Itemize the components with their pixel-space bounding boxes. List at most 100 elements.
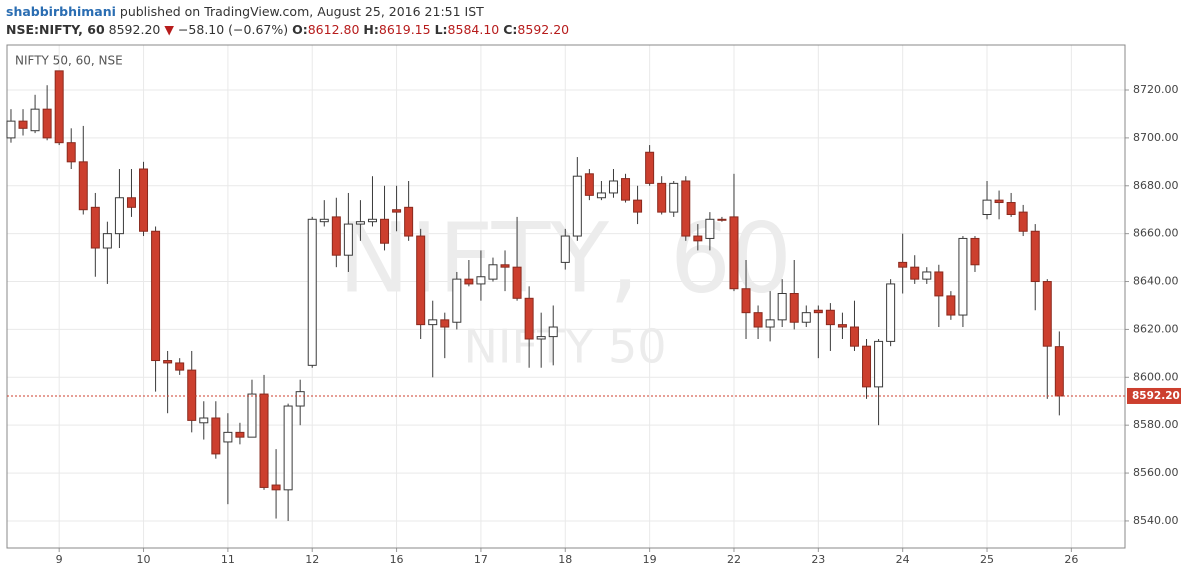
x-tick-label: 12 — [305, 553, 319, 566]
candle-body — [705, 218, 715, 239]
candle-body — [126, 197, 136, 208]
candle-body — [428, 319, 438, 326]
x-tick-label: 22 — [727, 553, 741, 566]
author[interactable]: shabbirbhimani — [6, 4, 116, 19]
candle-body — [922, 271, 932, 280]
candle-body — [500, 264, 510, 268]
change: −58.10 (−0.67%) — [178, 22, 288, 37]
candle-body — [404, 206, 414, 237]
l-label: L: — [435, 22, 448, 37]
l: 8584.10 — [448, 22, 500, 37]
candle-body — [476, 276, 486, 285]
candle-body — [898, 261, 908, 268]
candle-body — [343, 223, 353, 256]
candle-body — [211, 417, 221, 455]
candle-body — [970, 237, 980, 266]
candle-body — [536, 336, 546, 340]
x-tick-label: 10 — [137, 553, 151, 566]
candle-body — [416, 235, 426, 326]
x-tick-label: 9 — [56, 553, 63, 566]
symbol: NSE:NIFTY, 60 — [6, 22, 105, 37]
candle-body — [560, 235, 570, 263]
candle-body — [572, 175, 582, 237]
y-tick-label: 8560.00 — [1133, 466, 1179, 479]
candle-body — [1054, 346, 1064, 397]
candle-body — [1018, 211, 1028, 232]
candle-body — [1030, 230, 1040, 283]
candle-body — [934, 271, 944, 297]
y-tick-label: 8540.00 — [1133, 514, 1179, 527]
last-price-label: 8592.20 — [1132, 390, 1180, 402]
candle-body — [994, 199, 1004, 204]
candle-body — [199, 417, 209, 424]
candle-body — [307, 218, 317, 366]
candle-body — [862, 345, 872, 388]
candle-body — [512, 266, 522, 299]
candle-body — [163, 360, 173, 364]
candle-body — [849, 326, 859, 347]
candle-body — [102, 233, 112, 249]
candle-body — [30, 108, 40, 132]
candle-body — [633, 199, 643, 213]
y-tick-label: 8600.00 — [1133, 370, 1179, 383]
candle-body — [90, 206, 100, 249]
candle-body — [380, 218, 390, 244]
x-tick-label: 24 — [896, 553, 910, 566]
watermark-sub: NIFTY 50 — [464, 320, 667, 374]
last: 8592.20 — [109, 22, 161, 37]
y-tick-label: 8720.00 — [1133, 83, 1179, 96]
candle-body — [813, 309, 823, 314]
candle-body — [657, 182, 667, 213]
candle-body — [1042, 281, 1052, 347]
h-label: H: — [363, 22, 378, 37]
candle-body — [777, 293, 787, 321]
candle-body — [452, 278, 462, 323]
candle-body — [114, 197, 124, 235]
candle-body — [247, 393, 257, 438]
y-tick-label: 8580.00 — [1133, 418, 1179, 431]
candle-body — [717, 218, 727, 221]
marks: 8540.00 8560.00 8580.00 8600.00 8620.00 8640.… — [6, 44, 1181, 566]
candle-body — [295, 391, 305, 407]
candle-body — [54, 70, 64, 144]
candle-body — [741, 288, 751, 314]
candle-body — [223, 431, 233, 443]
y-tick-label: 8660.00 — [1133, 227, 1179, 240]
candle-body — [874, 340, 884, 388]
o: 8612.80 — [308, 22, 360, 37]
candle-body — [693, 235, 703, 242]
y-tick-label: 8640.00 — [1133, 275, 1179, 288]
candle-body — [139, 168, 149, 232]
candle-body — [66, 142, 76, 163]
c: 8592.20 — [517, 22, 569, 37]
plot-frame — [6, 44, 1126, 549]
candle-body — [729, 216, 739, 290]
x-tick-label: 25 — [980, 553, 994, 566]
candle-body — [801, 312, 811, 323]
y-tick-label: 8620.00 — [1133, 322, 1179, 335]
published: published on TradingView.com, August 25,… — [120, 4, 484, 19]
candle-body — [187, 369, 197, 421]
candle-body — [946, 295, 956, 316]
candle-body — [753, 312, 763, 328]
candle-body — [958, 237, 968, 316]
candle-body — [464, 278, 474, 285]
legend: NIFTY 50, 60, NSE — [15, 54, 123, 68]
candle-body — [982, 199, 992, 216]
candle-body — [681, 180, 691, 237]
y-tick-label: 8680.00 — [1133, 179, 1179, 192]
x-tick-label: 18 — [558, 553, 572, 566]
candle-body — [18, 120, 28, 129]
x-tick-label: 26 — [1064, 553, 1078, 566]
candle-body — [392, 209, 402, 213]
candle-body — [175, 362, 185, 371]
candle-body — [367, 218, 377, 223]
candle-body — [440, 319, 450, 328]
candle-body — [669, 182, 679, 213]
candle-body — [584, 173, 594, 196]
candle-body — [259, 393, 269, 488]
candle-body — [765, 319, 775, 328]
candle-body — [645, 151, 655, 184]
candle-body — [596, 192, 606, 199]
